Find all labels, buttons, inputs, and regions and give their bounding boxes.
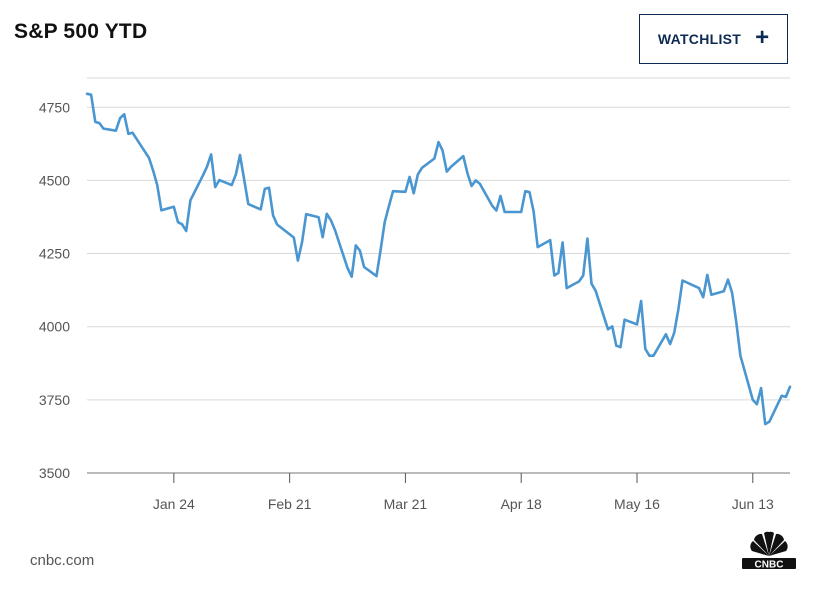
watchlist-label: WATCHLIST [657,31,742,47]
plus-icon: + [755,24,770,51]
x-tick-label: Feb 21 [268,496,312,512]
y-tick-label: 4250 [39,246,70,262]
x-tick-label: Jan 24 [153,496,195,512]
y-tick-label: 3750 [39,392,70,408]
y-axis-ticks: 4750 4500 4250 4000 3750 3500 [39,99,70,481]
grid-lines [87,77,790,474]
x-tick-label: Mar 21 [384,496,428,512]
cnbc-logo-icon: CNBC [742,531,796,571]
x-tick-label: May 16 [614,496,660,512]
source-label: cnbc.com [30,552,95,569]
y-tick-label: 3500 [39,465,70,481]
chart-title: S&P 500 YTD [14,20,148,43]
y-tick-label: 4750 [39,99,70,115]
cnbc-logo-text: CNBC [755,560,784,571]
watchlist-button[interactable]: WATCHLIST + [639,14,788,64]
x-tick-label: Jun 13 [732,496,774,512]
x-tick-label: Apr 18 [501,496,542,512]
x-axis: Jan 24 Feb 21 Mar 21 Apr 18 May 16 Jun 13 [153,473,774,512]
y-tick-label: 4500 [39,172,70,188]
y-tick-label: 4000 [39,319,70,335]
series-line [85,92,792,426]
series-layer [85,92,792,426]
